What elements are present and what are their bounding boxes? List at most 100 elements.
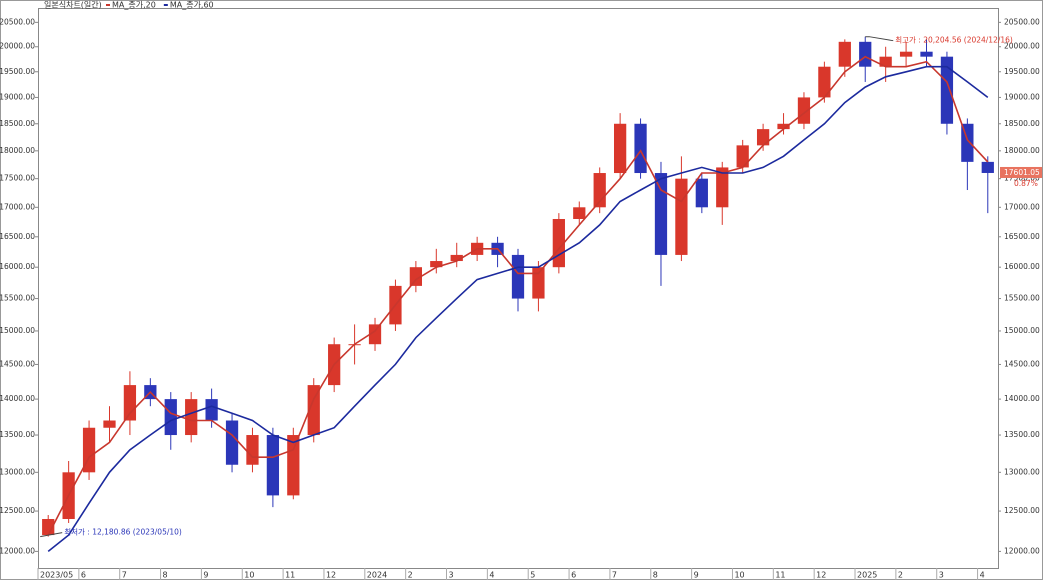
y-tick-label: 20500.00 — [0, 17, 35, 26]
candle-body — [532, 267, 545, 299]
candle-body — [246, 435, 259, 465]
y-tick-label: 12000.00 — [1004, 546, 1040, 555]
candle-body — [430, 261, 443, 268]
y-tick-label: 13000.00 — [0, 467, 35, 476]
y-tick-label: 16500.00 — [0, 232, 35, 241]
ma-line — [47, 55, 989, 536]
x-tick-label: 8 — [163, 571, 168, 580]
x-tick-label: 12 — [326, 571, 336, 580]
candle-body — [511, 254, 525, 299]
y-tick-label: 20000.00 — [0, 42, 35, 51]
y-tick-label: 18500.00 — [0, 119, 35, 128]
y-tick-label: 19000.00 — [0, 92, 35, 101]
y-tick-label: 16000.00 — [1004, 262, 1040, 271]
candle-body — [368, 324, 382, 345]
y-tick-label: 16500.00 — [1004, 232, 1040, 241]
candle-body — [634, 123, 647, 174]
legend-label: MA_종가,60 — [170, 1, 214, 10]
high-arrow — [865, 36, 894, 42]
y-tick-label: 18000.00 — [0, 146, 35, 155]
candle-body — [818, 66, 831, 98]
x-tick-label: 10 — [734, 571, 744, 580]
x-tick-label: 9 — [694, 571, 699, 580]
candle-body — [205, 399, 218, 421]
x-tick-label: 8 — [653, 571, 658, 580]
plot-area — [38, 8, 999, 569]
y-tick-label: 15500.00 — [0, 294, 35, 303]
y-tick-label: 12000.00 — [0, 546, 35, 555]
candle-body — [42, 519, 55, 536]
last-price-box — [1000, 166, 1042, 178]
candle-body — [797, 97, 811, 124]
last-change: 0.87% — [1014, 179, 1038, 188]
candle-body — [307, 385, 320, 436]
candle-body — [654, 173, 668, 255]
candle-body — [736, 145, 749, 168]
candle-body — [899, 51, 913, 57]
x-tick-label: 2 — [408, 571, 413, 580]
y-tick-label: 20500.00 — [1004, 17, 1040, 26]
y-tick-label: 15500.00 — [1004, 294, 1040, 303]
legend-label: MA_종가,20 — [112, 1, 156, 10]
candle-body — [573, 207, 586, 219]
x-tick-label: 2023/05 — [40, 571, 73, 580]
candle-body — [185, 399, 198, 436]
y-tick-label: 15000.00 — [0, 326, 35, 335]
y-tick-label: 14000.00 — [1004, 394, 1040, 403]
x-tick-label: 3 — [939, 571, 944, 580]
y-tick-label: 14500.00 — [0, 359, 35, 368]
candle-body — [225, 420, 239, 465]
candle-body — [103, 420, 116, 428]
y-tick-label: 17000.00 — [0, 202, 35, 211]
candle-body — [552, 218, 565, 268]
candle-body — [82, 427, 96, 473]
y-tick-label: 16000.00 — [0, 262, 35, 271]
y-tick-label: 14000.00 — [0, 394, 35, 403]
last-price: 17601.05 — [1004, 168, 1040, 177]
y-tick-label: 18000.00 — [1004, 146, 1040, 155]
y-tick-label: 13500.00 — [0, 430, 35, 439]
y-tick-label: 17000.00 — [1004, 202, 1040, 211]
candle-body — [920, 51, 933, 57]
y-tick-label: 14500.00 — [1004, 359, 1040, 368]
candle-body — [838, 41, 851, 67]
candle-body — [409, 267, 422, 286]
y-tick-label: 19000.00 — [1004, 92, 1040, 101]
y-tick-label: 19500.00 — [0, 67, 35, 76]
candle-body — [756, 129, 770, 146]
candle-body — [695, 178, 708, 208]
low-arrow — [40, 532, 63, 538]
chart-title: 일본식차트(일간) — [44, 0, 102, 10]
x-tick-label: 7 — [612, 571, 617, 580]
x-tick-label: 4 — [980, 571, 985, 580]
x-tick-label: 3 — [449, 571, 454, 580]
candle-body — [859, 41, 872, 67]
candle-body — [164, 399, 177, 436]
candle-body — [777, 123, 790, 130]
y-tick-label: 13000.00 — [1004, 467, 1040, 476]
candle-body — [981, 161, 994, 173]
candle-body — [287, 435, 300, 496]
y-tick-label: 12500.00 — [1004, 506, 1040, 515]
x-tick-label: 7 — [122, 571, 127, 580]
x-tick-label: 9 — [203, 571, 208, 580]
y-tick-label: 20000.00 — [1004, 42, 1040, 51]
candle-body — [675, 178, 688, 255]
y-tick-label: 13500.00 — [1004, 430, 1040, 439]
y-tick-label: 15000.00 — [1004, 326, 1040, 335]
y-tick-label: 17500.00 — [1004, 174, 1040, 183]
x-tick-label: 2025 — [857, 571, 877, 580]
y-tick-label: 19500.00 — [1004, 67, 1040, 76]
low-annotation: 최저가 : 12,180.86 (2023/05/10) — [64, 527, 182, 537]
candle-body — [879, 56, 892, 67]
y-tick-label: 18500.00 — [1004, 119, 1040, 128]
x-tick-label: 12 — [816, 571, 826, 580]
candle-body — [266, 435, 280, 496]
x-tick-label: 4 — [489, 571, 494, 580]
x-tick-label: 6 — [571, 571, 576, 580]
y-tick-label: 17500.00 — [0, 174, 35, 183]
x-tick-label: 11 — [775, 571, 785, 580]
candle-body — [450, 254, 463, 262]
x-tick-label: 5 — [530, 571, 535, 580]
